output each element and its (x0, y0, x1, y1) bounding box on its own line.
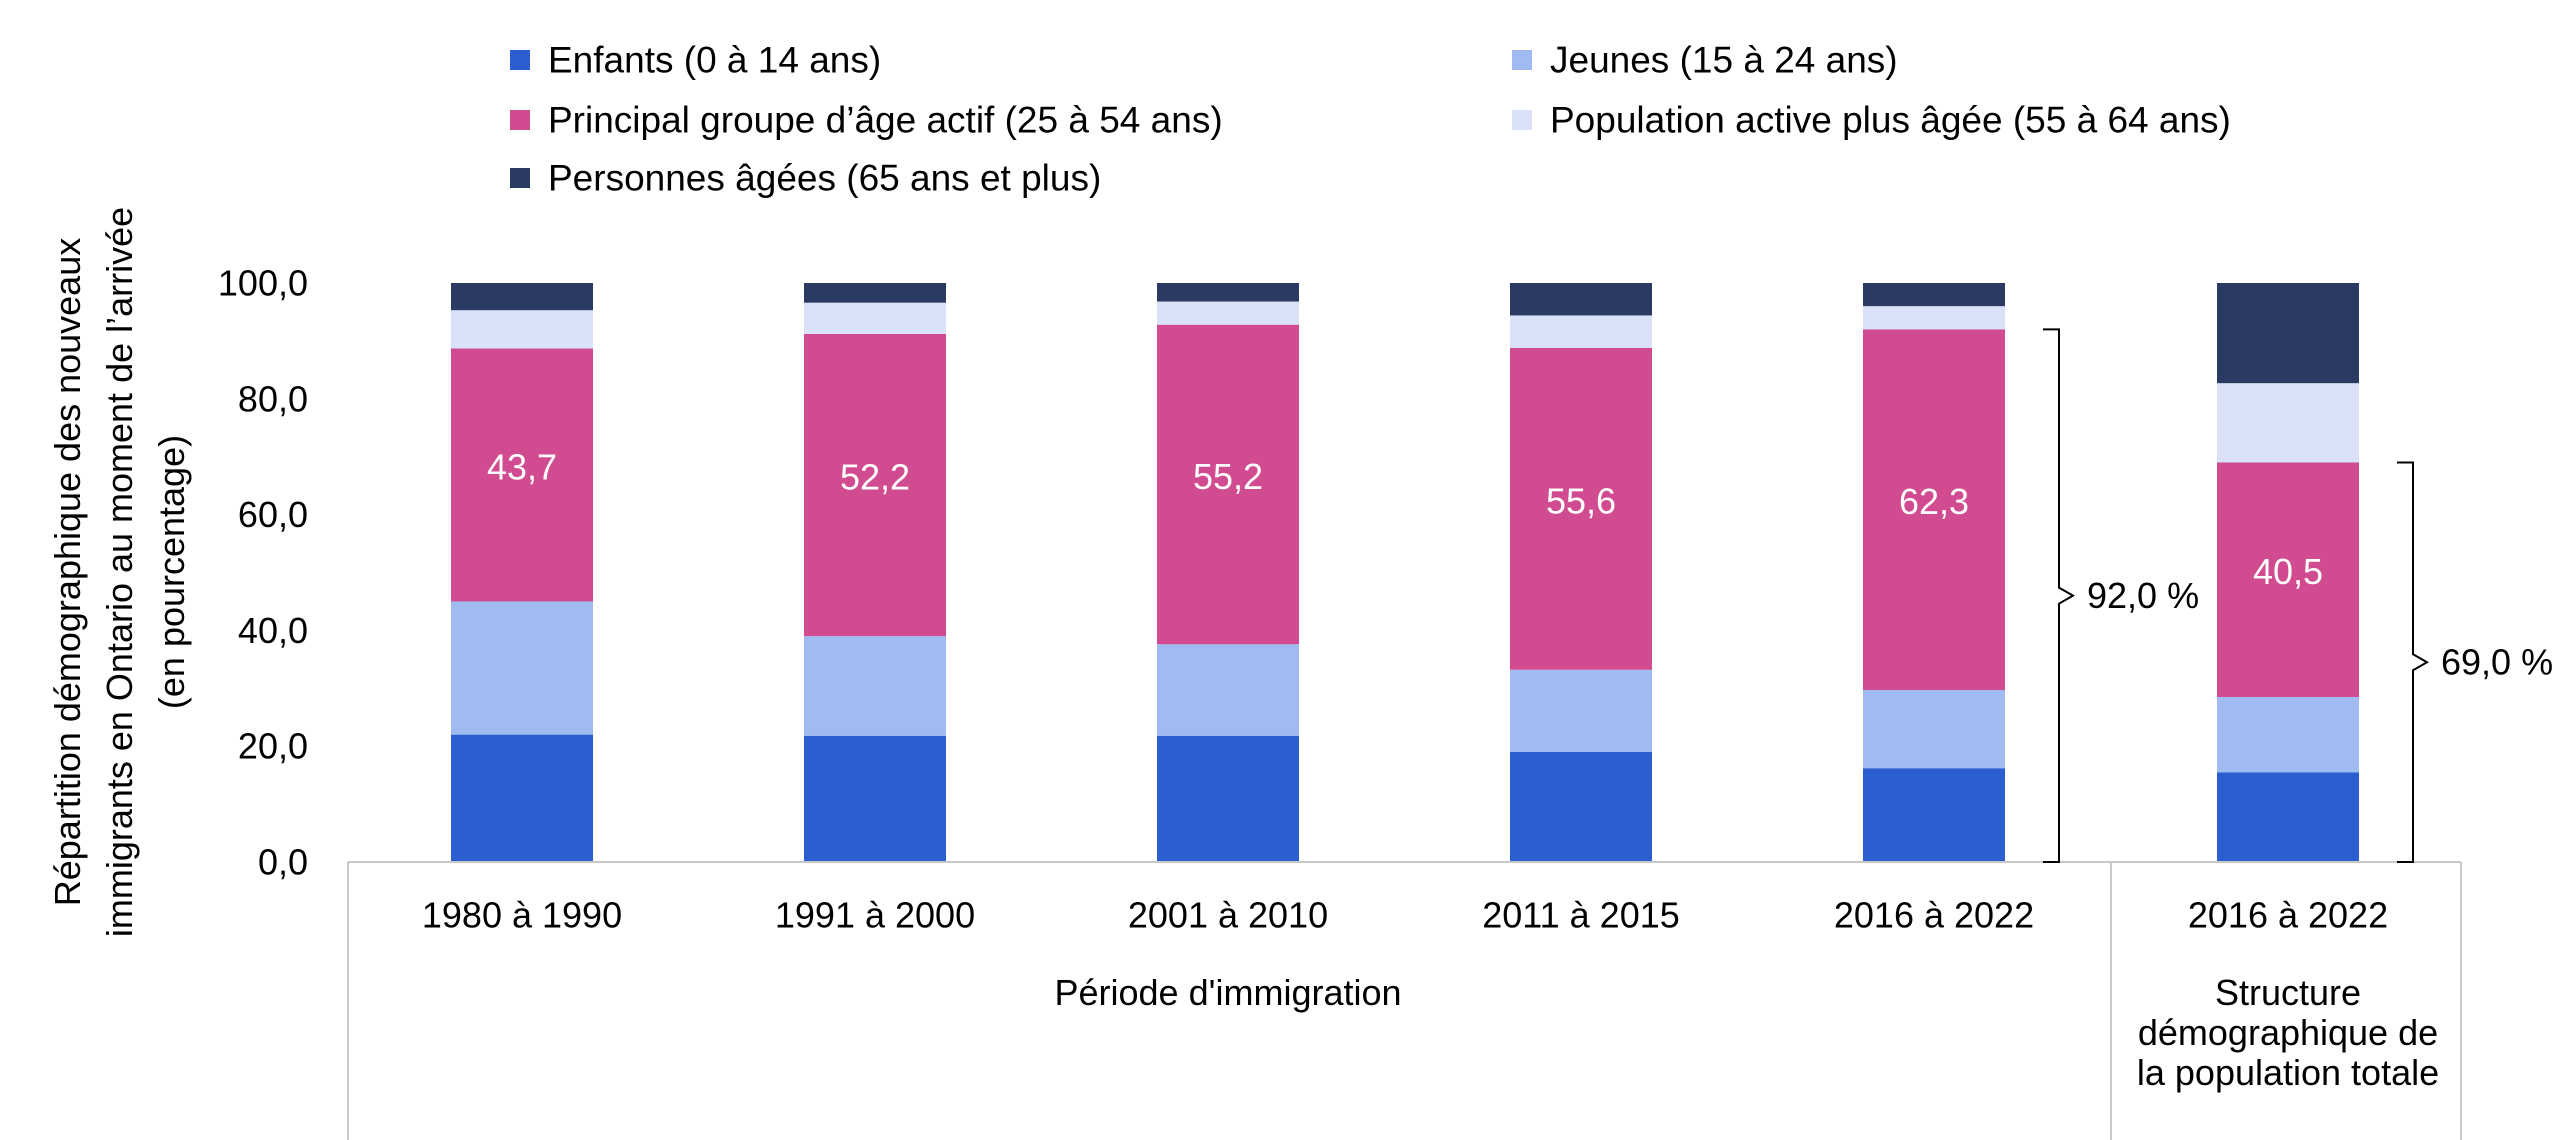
x-category-label: 2011 à 2015 (1482, 895, 1680, 936)
bar-segment (1863, 690, 2005, 769)
bar-segment (1157, 301, 1299, 325)
x-category-label: 2016 à 2022 (2188, 895, 2388, 936)
legend-swatch (1512, 50, 1532, 70)
legend-swatch (510, 110, 530, 130)
x-group-label: Structure démographique de la population t… (2137, 972, 2439, 1093)
bracket-label: 92,0 % (2087, 575, 2199, 616)
bracket-annotation (2397, 461, 2430, 863)
legend-swatch (510, 50, 530, 70)
bar-segment (1510, 751, 1652, 862)
bar-segment (2217, 383, 2359, 463)
bar-segment (1510, 315, 1652, 348)
y-axis-title: Répartition démographique des nouveaux im… (47, 207, 192, 937)
y-tick-label: 20,0 (238, 726, 308, 767)
bar-segment (2217, 696, 2359, 773)
y-tick-label: 40,0 (238, 610, 308, 651)
data-label: 52,2 (840, 457, 910, 498)
bar-segment (804, 735, 946, 862)
data-label: 40,5 (2253, 551, 2323, 592)
bar-segment (1510, 347, 1652, 670)
bar-segment (451, 310, 593, 349)
bar-segment (1510, 283, 1652, 316)
bar-segment (1863, 768, 2005, 862)
bar-segment (1157, 644, 1299, 736)
bar-segment (804, 283, 946, 303)
legend-label: Population active plus âgée (55 à 64 ans… (1550, 100, 2231, 141)
y-tick-label: 100,0 (218, 263, 308, 304)
data-label: 43,7 (487, 446, 557, 487)
legend-swatch (1512, 110, 1532, 130)
bar-segment (804, 302, 946, 334)
x-category-label: 2001 à 2010 (1128, 895, 1328, 936)
bar-segment (2217, 772, 2359, 862)
x-category-label: 1991 à 2000 (775, 895, 975, 936)
y-tick-label: 80,0 (238, 378, 308, 419)
bar-segment (451, 601, 593, 735)
bar-segment (2217, 462, 2359, 697)
bar-segment (451, 348, 593, 602)
legend-label: Enfants (0 à 14 ans) (548, 40, 881, 81)
x-category-label: 1980 à 1990 (422, 895, 622, 936)
bar-segment (804, 636, 946, 736)
data-label: 55,2 (1193, 456, 1263, 497)
bracket-label: 69,0 % (2441, 642, 2553, 683)
bar-segment (1157, 735, 1299, 862)
bar-segment (451, 734, 593, 862)
bar-segment (451, 283, 593, 311)
legend-label: Jeunes (15 à 24 ans) (1550, 40, 1898, 81)
legend-label: Principal groupe d’âge actif (25 à 54 an… (548, 100, 1223, 141)
y-tick-label: 0,0 (258, 842, 308, 883)
x-category-label: 2016 à 2022 (1834, 895, 2034, 936)
data-label: 55,6 (1546, 480, 1616, 521)
bar-segment (1863, 329, 2005, 691)
bar-segment (2217, 283, 2359, 384)
bar-segment (1157, 283, 1299, 302)
bracket-annotation (2043, 328, 2076, 863)
legend-swatch (510, 168, 530, 188)
bar-segment (1157, 324, 1299, 645)
data-label: 62,3 (1899, 481, 1969, 522)
x-group-label: Période d'immigration (1054, 972, 1401, 1013)
bar-segment (1510, 669, 1652, 752)
legend-label: Personnes âgées (65 ans et plus) (548, 158, 1101, 199)
bar-segment (1863, 283, 2005, 307)
bar-segment (804, 333, 946, 637)
y-tick-label: 60,0 (238, 494, 308, 535)
bar-segment (1863, 306, 2005, 330)
